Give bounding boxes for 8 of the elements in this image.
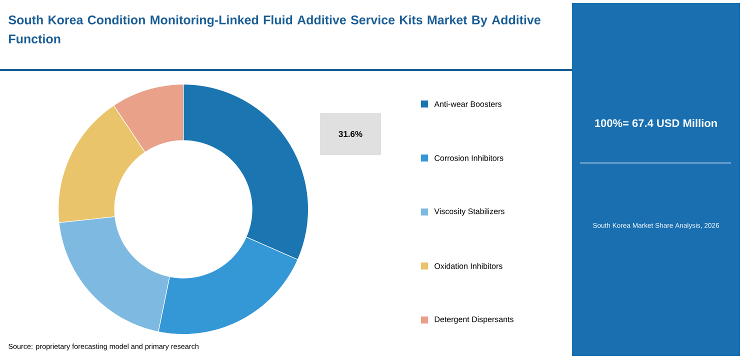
text: 100%= 67.4 USD Million	[595, 118, 717, 128]
legend-label: Detergent Dispersants	[434, 316, 514, 324]
legend-label: Viscosity Stabilizers	[434, 208, 504, 216]
legend-label: Anti-wear Boosters	[434, 101, 502, 107]
data-label: 31.6%	[338, 130, 362, 138]
legend-label: Corrosion Inhibitors	[434, 155, 504, 161]
legend-label: Oxidation Inhibitors	[434, 263, 502, 269]
chart-title: South Korea Condition Monitoring-Linked Fluid Additive Service Kits Market By Additive Function	[8, 15, 540, 44]
